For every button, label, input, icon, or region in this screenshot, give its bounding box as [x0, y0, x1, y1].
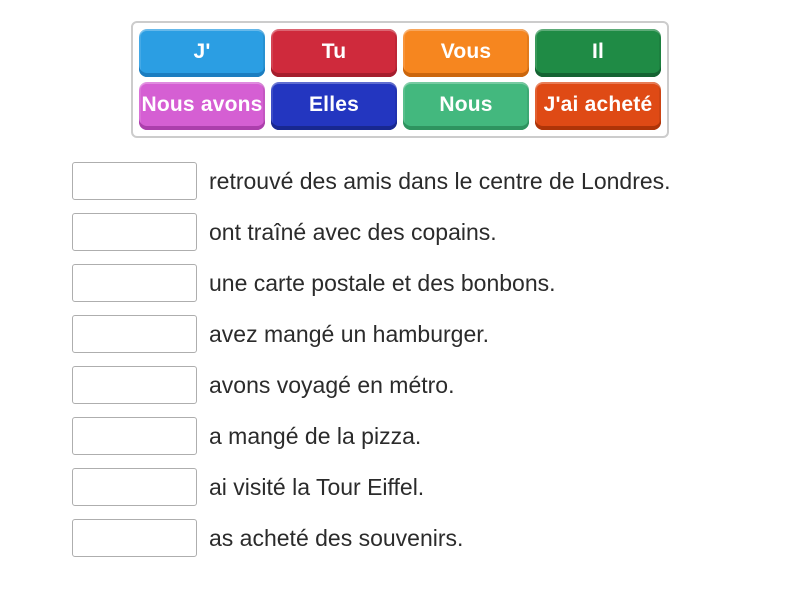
sentence-text-3: une carte postale et des bonbons. [209, 269, 556, 296]
word-tile-vous[interactable]: Vous [403, 29, 529, 77]
sentence-row: ont traîné avec des copains. [72, 213, 800, 251]
sentence-row: avons voyagé en métro. [72, 366, 800, 404]
sentence-text-6: a mangé de la pizza. [209, 422, 422, 449]
sentence-text-5: avons voyagé en métro. [209, 371, 455, 398]
sentence-text-7: ai visité la Tour Eiffel. [209, 473, 425, 500]
sentence-text-8: as acheté des souvenirs. [209, 524, 464, 551]
answer-slot-5[interactable] [72, 366, 197, 404]
answer-slot-2[interactable] [72, 213, 197, 251]
word-bank: J' Tu Vous Il Nous avons Elles Nous J'ai… [131, 21, 669, 138]
sentence-row: a mangé de la pizza. [72, 417, 800, 455]
word-tile-il[interactable]: Il [535, 29, 661, 77]
sentence-text-4: avez mangé un hamburger. [209, 320, 490, 347]
sentence-row: une carte postale et des bonbons. [72, 264, 800, 302]
sentence-row: avez mangé un hamburger. [72, 315, 800, 353]
sentence-row: ai visité la Tour Eiffel. [72, 468, 800, 506]
word-tile-tu[interactable]: Tu [271, 29, 397, 77]
answer-slot-4[interactable] [72, 315, 197, 353]
sentence-text-1: retrouvé des amis dans le centre de Lond… [209, 167, 671, 194]
word-tile-nous-avons[interactable]: Nous avons [139, 82, 265, 130]
answer-slot-6[interactable] [72, 417, 197, 455]
word-tile-elles[interactable]: Elles [271, 82, 397, 130]
sentence-row: retrouvé des amis dans le centre de Lond… [72, 162, 800, 200]
sentence-row: as acheté des souvenirs. [72, 519, 800, 557]
sentence-list: retrouvé des amis dans le centre de Lond… [72, 162, 800, 557]
word-tile-jai-achete[interactable]: J'ai acheté [535, 82, 661, 130]
answer-slot-1[interactable] [72, 162, 197, 200]
word-tile-j[interactable]: J' [139, 29, 265, 77]
word-tile-nous[interactable]: Nous [403, 82, 529, 130]
answer-slot-3[interactable] [72, 264, 197, 302]
sentence-text-2: ont traîné avec des copains. [209, 218, 497, 245]
answer-slot-7[interactable] [72, 468, 197, 506]
answer-slot-8[interactable] [72, 519, 197, 557]
